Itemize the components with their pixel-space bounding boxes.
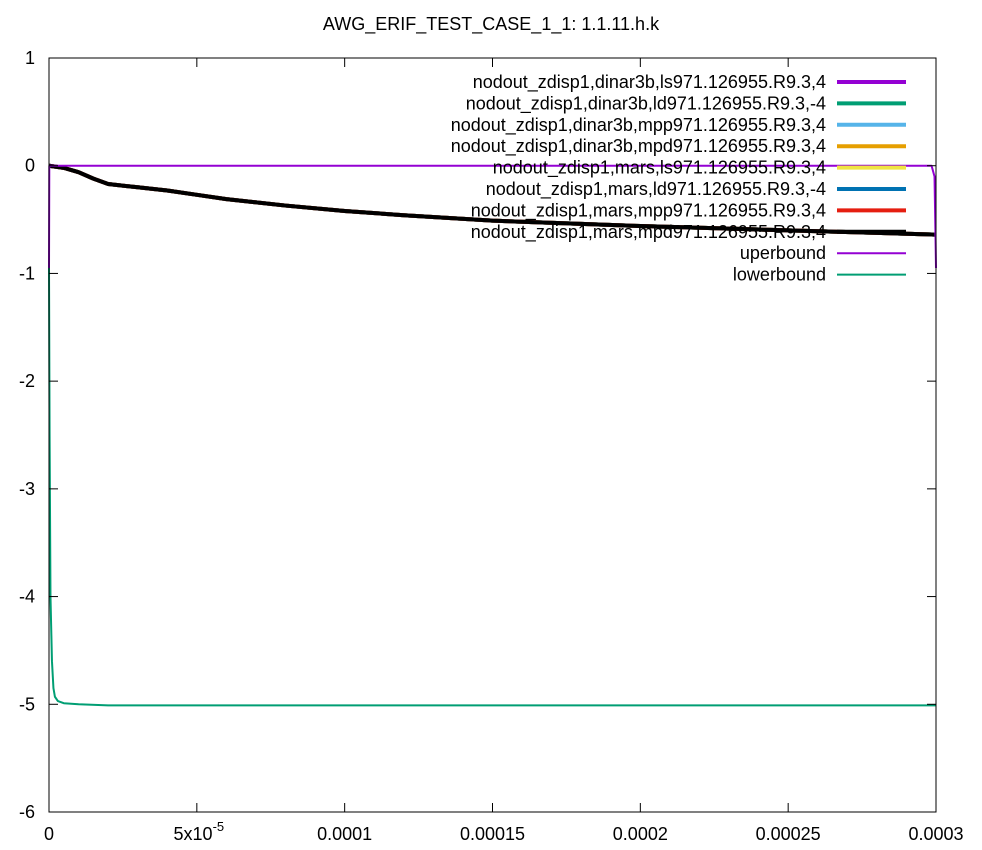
legend-label: nodout_zdisp1,dinar3b,mpp971.126955.R9.3…: [451, 115, 826, 136]
x-tick-label: 0.0003: [908, 824, 963, 844]
legend-label: nodout_zdisp1,mars,ld971.126955.R9.3,-4: [486, 179, 826, 200]
chart-title: AWG_ERIF_TEST_CASE_1_1: 1.1.11.h.k: [323, 14, 660, 35]
legend-label: nodout_zdisp1,dinar3b,ls971.126955.R9.3,…: [473, 72, 826, 93]
x-tick-label: 0.00015: [460, 824, 525, 844]
x-tick-label: 0.0002: [613, 824, 668, 844]
series-line-10: [48, 268, 936, 707]
y-tick-label: -3: [19, 479, 35, 499]
y-tick-label: 0: [25, 156, 35, 176]
legend-label: lowerbound: [733, 265, 826, 285]
y-tick-label: 1: [25, 48, 35, 68]
x-tick-label: 0.0001: [317, 824, 372, 844]
tick-layer: 10-1-2-3-4-5-60 5x10-5 0.0001 0.00015 0.0002…: [19, 48, 964, 844]
legend-label: nodout_zdisp1,dinar3b,mpd971.126955.R9.3…: [451, 136, 826, 157]
legend-label: nodout_zdisp1,dinar3b,ld971.126955.R9.3,…: [466, 93, 826, 114]
legend-label: nodout_zdisp1,mars,ls971.126955.R9.3,4: [493, 158, 826, 179]
y-tick-label: -2: [19, 371, 35, 391]
x-tick-label: 0.00025: [756, 824, 821, 844]
legend: nodout_zdisp1,dinar3b,ls971.126955.R9.3,…: [451, 72, 906, 285]
x-tick-label: 0: [44, 824, 54, 844]
series-line-8: [48, 163, 937, 237]
y-tick-label: -6: [19, 802, 35, 822]
legend-label: uperbound: [740, 243, 826, 263]
y-tick-label: -4: [19, 587, 35, 607]
legend-label: nodout_zdisp1,mars,mpp971.126955.R9.3,4: [471, 200, 826, 221]
y-tick-label: -5: [19, 694, 35, 714]
y-tick-label: -1: [19, 263, 35, 283]
legend-label: nodout_zdisp1,mars,mpd971.126955.R9.3,4: [471, 222, 826, 243]
